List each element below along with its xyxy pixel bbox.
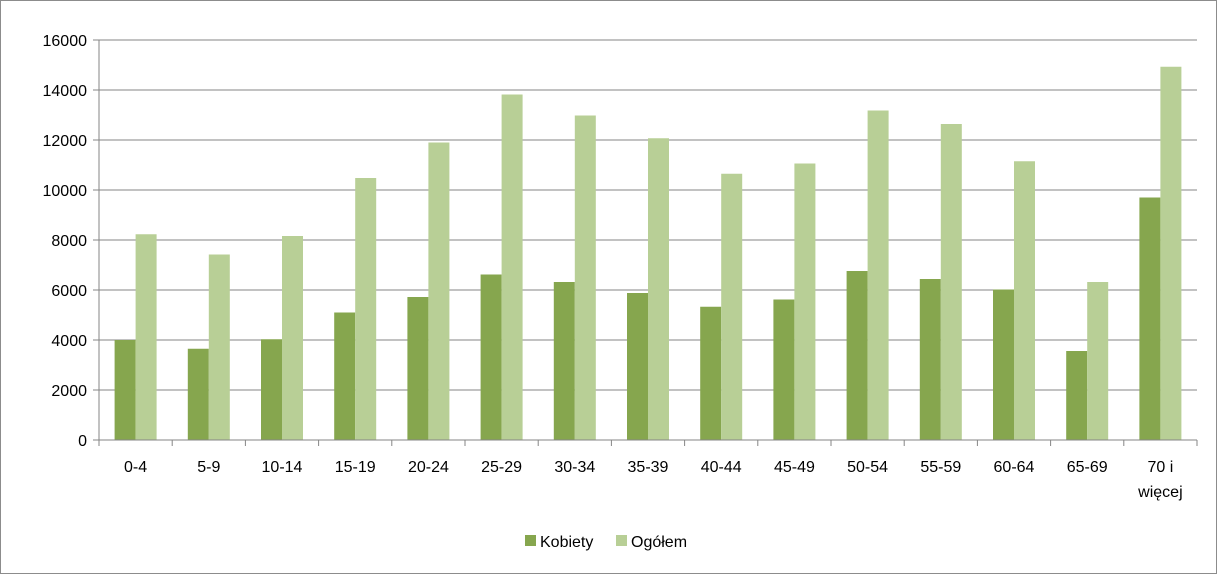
x-category-label: 60-64 — [994, 459, 1035, 476]
legend-swatch-kobiety — [525, 535, 536, 546]
bar-kobiety-70-i-więcej — [1139, 197, 1161, 440]
y-tick-label: 10000 — [43, 183, 88, 200]
y-tick-label: 12000 — [43, 133, 88, 150]
x-category-label: 70 i więcej — [1137, 459, 1182, 501]
bar-kobiety-45-49 — [773, 299, 795, 440]
x-category-label: 0-4 — [124, 459, 147, 476]
bar-ogółem-15-19 — [355, 178, 377, 440]
y-tick-label: 8000 — [51, 233, 87, 250]
bar-kobiety-60-64 — [993, 289, 1014, 440]
bar-kobiety-0-4 — [114, 340, 136, 440]
x-category-label: 20-24 — [408, 459, 449, 476]
y-tick-label: 2000 — [51, 383, 87, 400]
bar-ogółem-35-39 — [648, 138, 669, 440]
bar-kobiety-30-34 — [553, 282, 575, 440]
y-tick-label: 4000 — [51, 333, 87, 350]
x-category-label: 30-34 — [554, 459, 595, 476]
x-category-label: 65-69 — [1067, 459, 1108, 476]
legend-label-kobiety: Kobiety — [540, 534, 593, 551]
bar-kobiety-20-24 — [407, 297, 429, 440]
legend-label-ogółem: Ogółem — [631, 534, 687, 551]
x-category-label: 40-44 — [701, 459, 742, 476]
x-category-label: 15-19 — [335, 459, 376, 476]
x-category-label: 25-29 — [481, 459, 522, 476]
bar-ogółem-55-59 — [940, 124, 962, 440]
bar-kobiety-40-44 — [700, 306, 722, 440]
bar-kobiety-55-59 — [919, 279, 941, 440]
bar-ogółem-5-9 — [208, 254, 230, 440]
bar-ogółem-60-64 — [1014, 161, 1035, 440]
bar-ogółem-25-29 — [501, 94, 523, 440]
bar-kobiety-50-54 — [846, 271, 868, 440]
bar-ogółem-10-14 — [282, 236, 303, 440]
bar-ogółem-40-44 — [721, 173, 743, 440]
y-tick-label: 0 — [78, 433, 87, 450]
bar-ogółem-30-34 — [574, 115, 596, 440]
x-category-label: 10-14 — [262, 459, 303, 476]
x-category-label: 55-59 — [920, 459, 961, 476]
bar-ogółem-50-54 — [867, 110, 889, 440]
bar-kobiety-35-39 — [627, 293, 648, 440]
bar-ogółem-70-i-więcej — [1160, 66, 1182, 440]
bar-ogółem-0-4 — [135, 234, 157, 440]
bar-ogółem-45-49 — [794, 163, 816, 440]
x-category-label: 50-54 — [847, 459, 888, 476]
bar-kobiety-5-9 — [187, 348, 209, 440]
x-category-label: 45-49 — [774, 459, 815, 476]
bar-kobiety-15-19 — [334, 312, 356, 440]
bar-ogółem-65-69 — [1087, 282, 1109, 440]
bar-ogółem-20-24 — [428, 142, 450, 440]
legend-swatch-ogółem — [616, 535, 627, 546]
x-category-label: 35-39 — [628, 459, 669, 476]
x-category-label: 5-9 — [197, 459, 220, 476]
y-tick-label: 16000 — [43, 33, 88, 50]
y-tick-label: 14000 — [43, 83, 88, 100]
bar-kobiety-25-29 — [480, 274, 502, 440]
y-tick-label: 6000 — [51, 283, 87, 300]
bar-kobiety-65-69 — [1066, 351, 1088, 440]
bar-kobiety-10-14 — [261, 339, 282, 440]
